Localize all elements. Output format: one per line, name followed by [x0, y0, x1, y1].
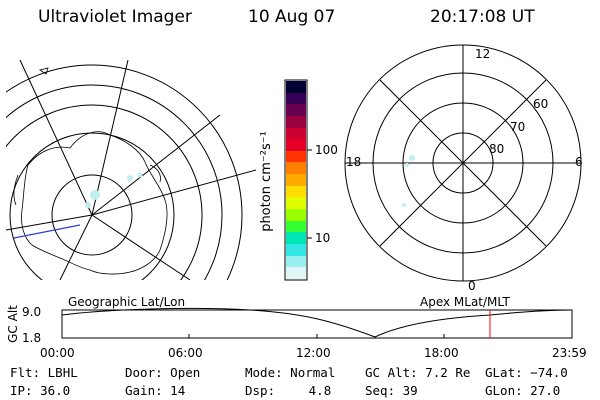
colorbar: [286, 81, 306, 279]
colorbar-segment: [286, 162, 306, 175]
altitude-ytick-bottom: 1.8: [22, 331, 42, 345]
flt-value: LBHL: [47, 365, 78, 380]
colorbar-segment: [286, 232, 306, 244]
mode-label: Mode:: [245, 365, 283, 380]
colorbar-segment: [286, 150, 306, 163]
colorbar-segment: [286, 127, 306, 140]
mlt-label-6: 6: [575, 155, 583, 169]
mlt-label-18: 18: [346, 155, 362, 169]
mlat-label-70: 70: [510, 120, 526, 134]
glon-label: GLon:: [485, 383, 523, 398]
door-value: Open: [170, 365, 201, 380]
xtick-2359: 23:59: [552, 346, 587, 360]
colorbar-unit-label: photon cm⁻²s⁻¹: [258, 131, 274, 232]
flt-label: Flt:: [10, 365, 41, 380]
colorbar-segment: [286, 92, 306, 105]
xtick-1800: 18:00: [424, 346, 459, 360]
colorbar-segment: [286, 220, 306, 233]
mlt-label-0: 0: [468, 279, 476, 293]
colorbar-segment: [286, 81, 306, 93]
colorbar-segment: [286, 267, 306, 279]
altitude-ylabel: GC Alt: [5, 305, 20, 343]
seq-value: 39: [402, 383, 418, 398]
mode-value: Normal: [290, 365, 336, 380]
gcalt-value: 7.2 Re: [425, 365, 471, 380]
glat-label: GLat:: [485, 365, 523, 380]
dsp-value: 4.8: [308, 383, 332, 398]
gain-value: 14: [170, 383, 186, 398]
geographic-map-label: Geographic Lat/Lon: [68, 295, 186, 309]
colorbar-tick-100: 100: [315, 143, 338, 157]
xtick-0600: 06:00: [168, 346, 203, 360]
mlat-label-80: 80: [489, 142, 505, 156]
altitude-ytick-top: 9.0: [22, 305, 42, 319]
glon-value: 27.0: [530, 383, 561, 398]
colorbar-segment: [286, 243, 306, 256]
xtick-1200: 12:00: [296, 346, 331, 360]
ip-value: 36.0: [40, 383, 71, 398]
mlt-label-12: 12: [475, 47, 491, 61]
footer-row-2: IP: 36.0 Gain: 14 Dsp: 4.8 Seq: 39 GLon:…: [0, 383, 600, 399]
colorbar-segment: [286, 185, 306, 198]
colorbar-segment: [286, 197, 306, 210]
ip-label: IP:: [10, 383, 33, 398]
instrument-title: Ultraviolet Imager: [38, 7, 192, 27]
door-label: Door:: [125, 365, 163, 380]
glat-value: −74.0: [530, 365, 568, 380]
seq-label: Seq:: [365, 383, 396, 398]
colorbar-segment: [286, 104, 306, 116]
mlat-label-60: 60: [533, 97, 549, 111]
footer-row-1: Flt: LBHL Door: Open Mode: Normal GC Alt…: [0, 365, 600, 381]
xtick-0000: 00:00: [40, 346, 75, 360]
date-label: 10 Aug 07: [248, 7, 336, 27]
colorbar-segment: [286, 139, 306, 151]
gcalt-label: GC Alt:: [365, 365, 418, 380]
time-label: 20:17:08 UT: [430, 7, 535, 27]
colorbar-segment: [286, 255, 306, 268]
colorbar-tick-10: 10: [315, 231, 331, 245]
dsp-label: Dsp:: [245, 383, 276, 398]
apex-map-label: Apex MLat/MLT: [420, 295, 510, 309]
colorbar-segment: [286, 174, 306, 186]
gain-label: Gain:: [125, 383, 163, 398]
colorbar-segment: [286, 115, 306, 128]
colorbar-segment: [286, 209, 306, 221]
